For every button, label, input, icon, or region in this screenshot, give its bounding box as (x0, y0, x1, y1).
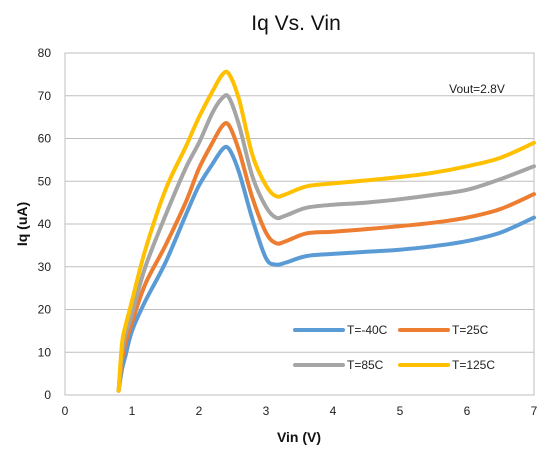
x-tick-label: 7 (531, 404, 538, 418)
legend-label: T=125C (452, 358, 495, 372)
series-line-t-25c (116, 121, 536, 393)
legend-label: T=85C (347, 358, 384, 372)
y-tick-label: 10 (38, 345, 52, 359)
y-tick-label: 60 (38, 132, 52, 146)
vout-annotation: Vout=2.8V (449, 82, 505, 96)
legend-label: T=-40C (347, 323, 388, 337)
gridlines (65, 52, 534, 396)
x-axis-ticks: 0 1 2 3 4 5 6 7 (62, 404, 538, 418)
series-line-t-40c (116, 144, 536, 393)
y-tick-label: 40 (38, 217, 52, 231)
y-axis-title: Iq (uA) (14, 202, 30, 246)
y-tick-label: 20 (38, 303, 52, 317)
x-tick-label: 5 (397, 404, 404, 418)
chart-title: Iq Vs. Vin (251, 12, 341, 35)
x-tick-label: 0 (62, 404, 69, 418)
x-tick-label: 6 (464, 404, 471, 418)
y-tick-label: 70 (38, 89, 52, 103)
y-axis-ticks: 0 10 20 30 40 50 60 70 80 (38, 46, 52, 402)
x-tick-label: 3 (263, 404, 270, 418)
plot-area-border (64, 52, 535, 396)
y-tick-label: 30 (38, 260, 52, 274)
series-lines (116, 69, 536, 393)
x-tick-label: 2 (196, 404, 203, 418)
legend-label: T=25C (452, 323, 489, 337)
x-axis-title: Vin (V) (277, 429, 321, 445)
x-tick-label: 4 (330, 404, 337, 418)
x-tick-label: 1 (129, 404, 136, 418)
series-line-t-125c (116, 69, 536, 393)
series-line-t-85c (116, 93, 536, 393)
y-tick-label: 50 (38, 174, 52, 188)
y-tick-label: 80 (38, 46, 52, 60)
y-tick-label: 0 (44, 388, 51, 402)
legend: T=-40C T=25C T=85C T=125C (293, 323, 495, 372)
